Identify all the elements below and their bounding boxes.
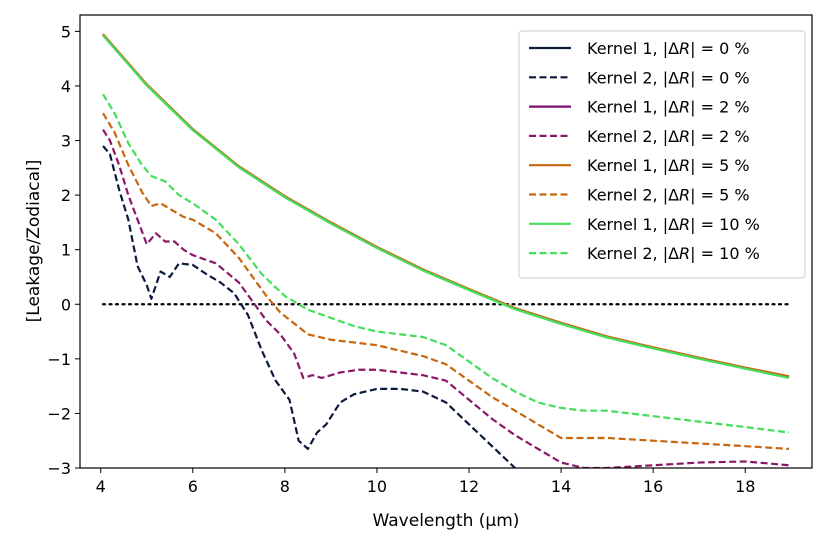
- series-line-4: [102, 129, 790, 468]
- legend-label-1: Kernel 1, |ΔR| = 0 %: [587, 39, 750, 58]
- x-tick-label: 18: [735, 477, 755, 496]
- y-tick-label: 5: [61, 22, 71, 41]
- series-line-6: [102, 112, 790, 450]
- x-tick-label: 12: [459, 477, 479, 496]
- series-line-8: [102, 93, 790, 434]
- legend-label-4: Kernel 2, |ΔR| = 2 %: [587, 127, 750, 146]
- plot-frame: [79, 14, 813, 469]
- x-tick-label: 16: [643, 477, 663, 496]
- y-tick-label: 2: [61, 186, 71, 205]
- y-tick-label: 0: [61, 295, 71, 314]
- x-tick-label: 6: [188, 477, 198, 496]
- legend-label-7: Kernel 1, |ΔR| = 10 %: [587, 215, 760, 234]
- legend-box: [518, 30, 806, 279]
- y-tick-label: −2: [47, 404, 71, 423]
- series-line-2: [102, 145, 516, 468]
- legend: Kernel 1, |ΔR| = 0 % Kernel 2, |ΔR| = 0 %…: [518, 30, 806, 279]
- x-tick-label: 10: [367, 477, 387, 496]
- legend-label-8: Kernel 2, |ΔR| = 10 %: [587, 244, 760, 263]
- x-tick-label: 14: [551, 477, 571, 496]
- y-tick-label: 4: [61, 77, 71, 96]
- x-axis-label: Wavelength (μm): [373, 511, 520, 531]
- x-tick-label: 4: [96, 477, 106, 496]
- legend-label-3: Kernel 1, |ΔR| = 2 %: [587, 98, 750, 117]
- legend-label-6: Kernel 2, |ΔR| = 5 %: [587, 186, 750, 205]
- y-tick-label: 1: [61, 241, 71, 260]
- y-tick-label: −3: [47, 459, 71, 478]
- y-tick-label: 3: [61, 132, 71, 151]
- y-tick-label: −1: [47, 350, 71, 369]
- x-tick-label: 8: [280, 477, 290, 496]
- series-line-7: [102, 34, 790, 380]
- legend-label-5: Kernel 1, |ΔR| = 5 %: [587, 156, 750, 175]
- y-axis-label: [Leakage/Zodiacal]: [24, 160, 44, 323]
- legend-label-2: Kernel 2, |ΔR| = 0 %: [587, 68, 750, 87]
- series-layer: [102, 33, 790, 468]
